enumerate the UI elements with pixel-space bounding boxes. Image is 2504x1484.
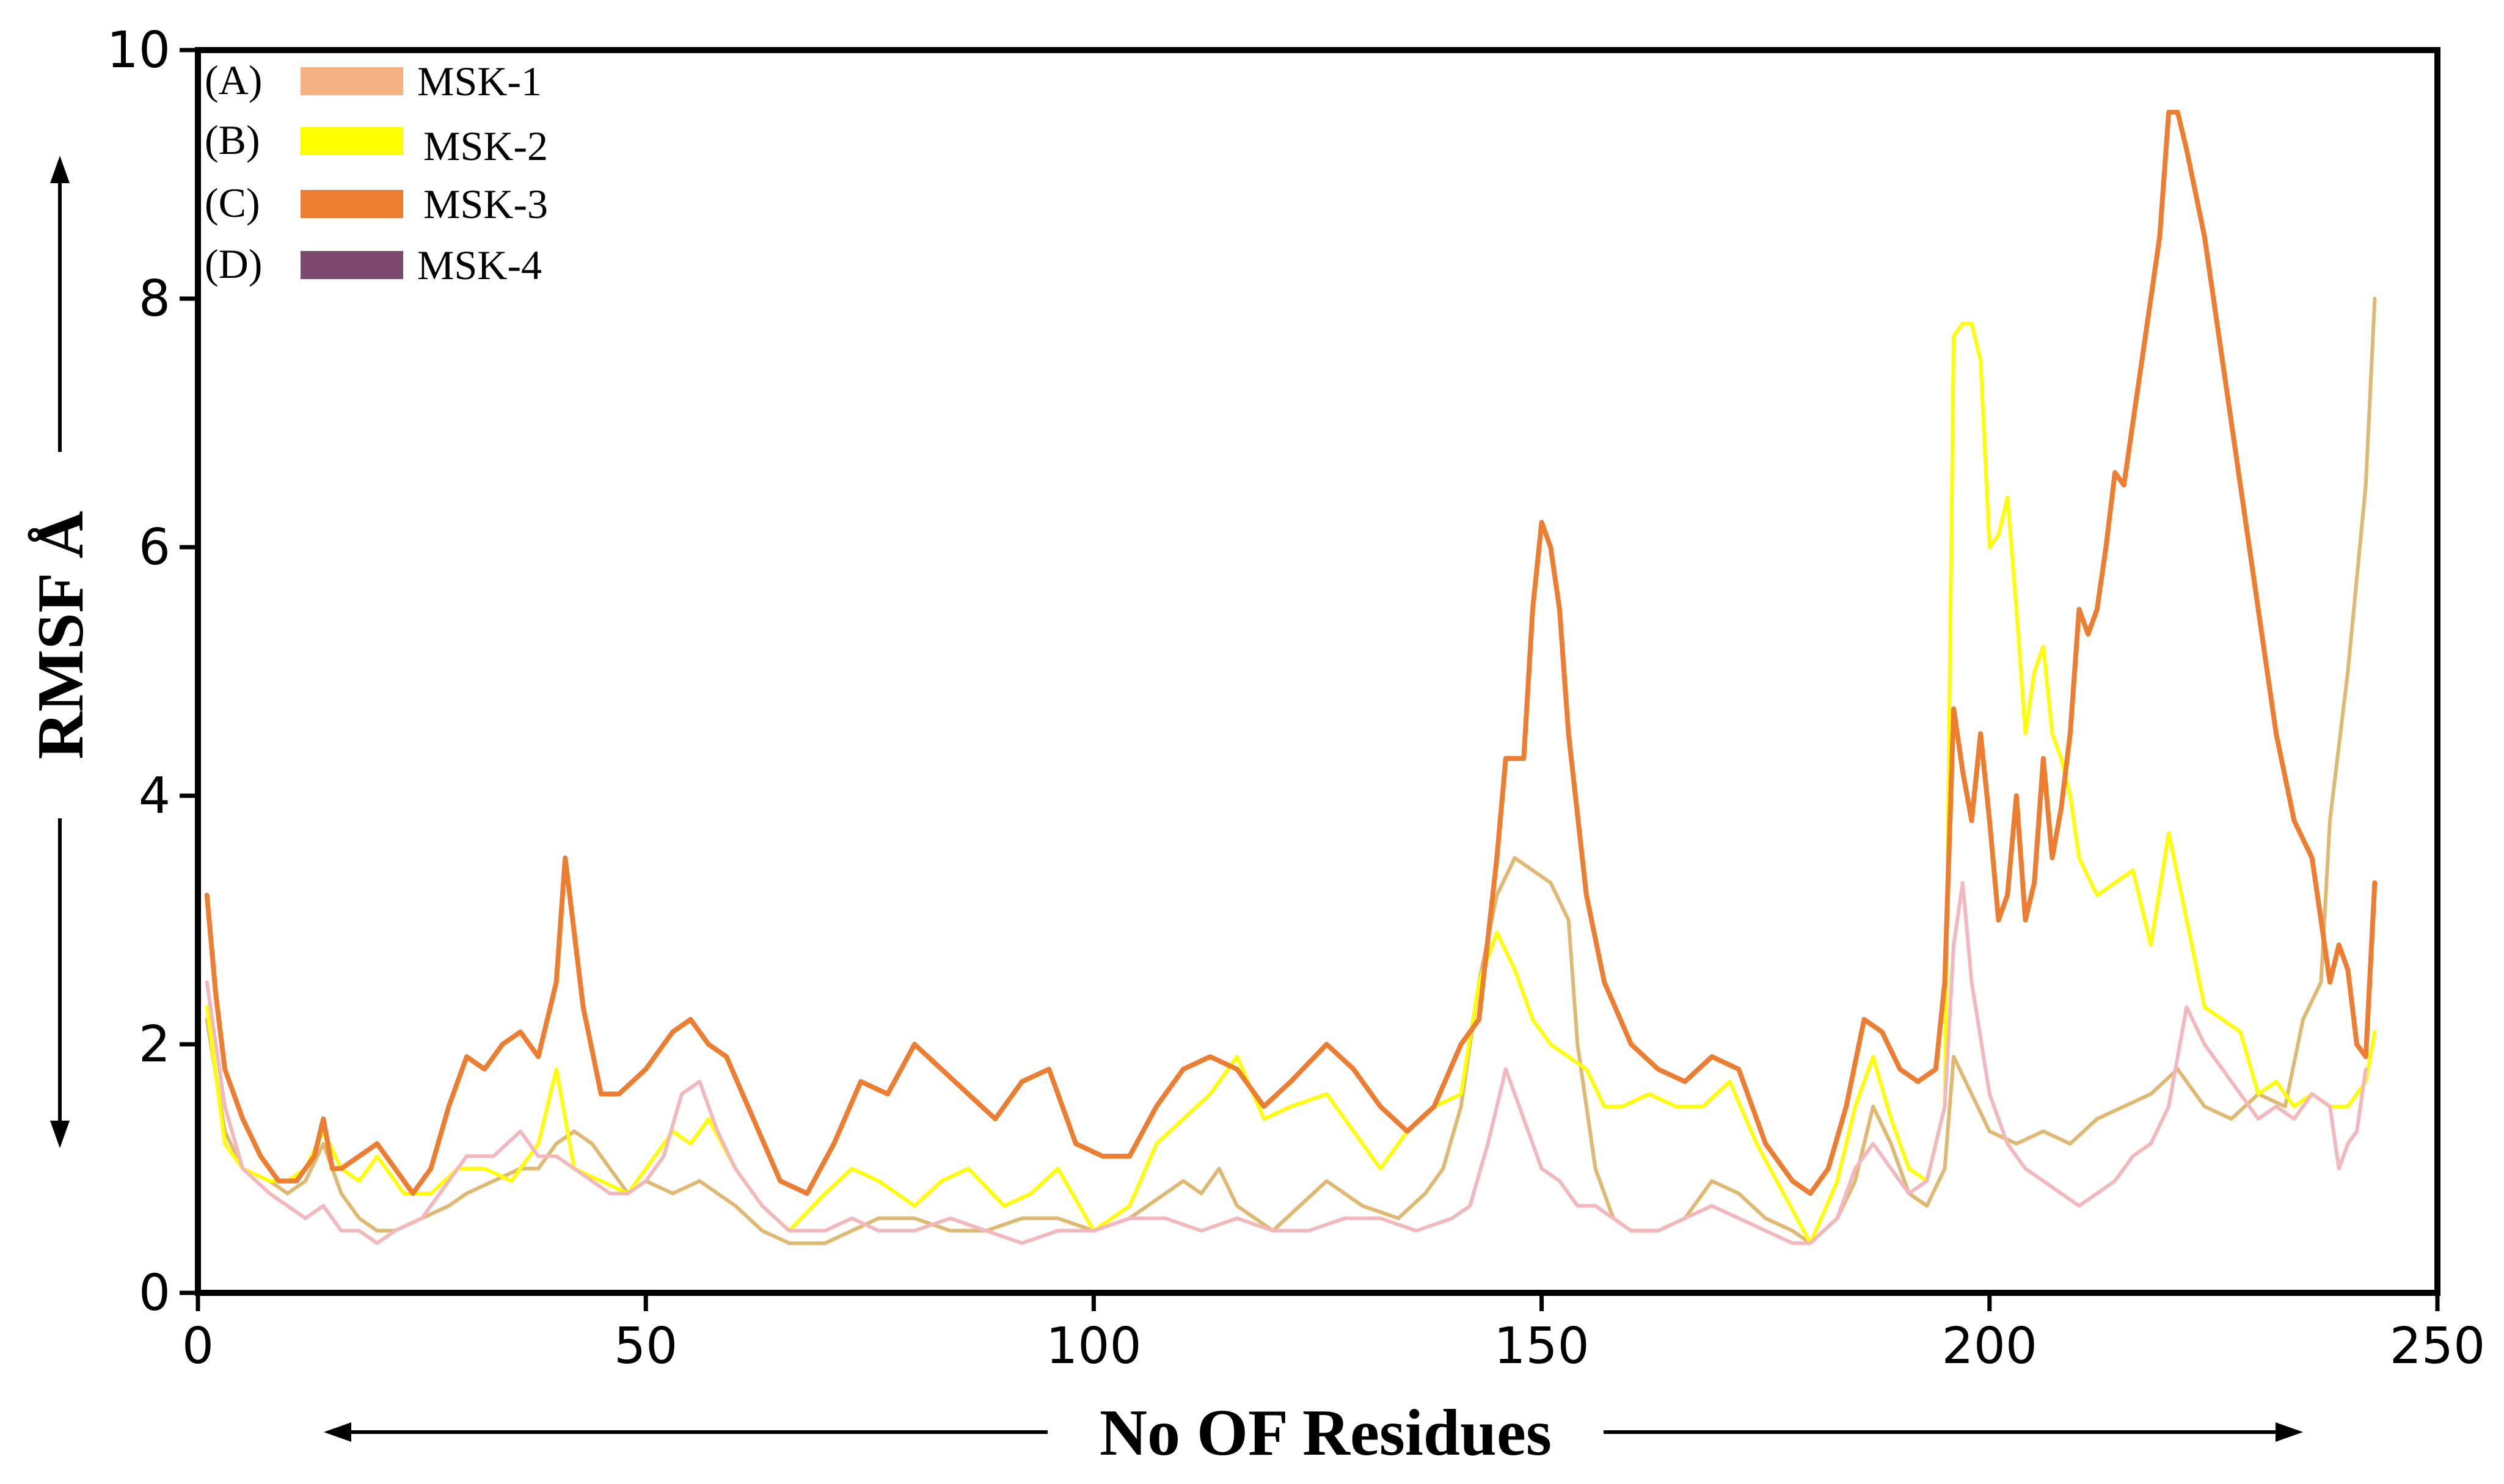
x-axis-title: No OF Residues [1100, 1397, 1552, 1469]
x-axis-title-group: No OF Residues [324, 1397, 2303, 1469]
y-tick-label: 0 [139, 1264, 170, 1322]
y-tick-label: 8 [139, 270, 170, 328]
legend-item-msk-2: (B) MSK-2 [205, 117, 548, 169]
legend-swatch [301, 251, 403, 279]
legend-item-msk-4: (D) MSK-4 [205, 241, 542, 288]
series-layer [204, 109, 2378, 1245]
legend: (A) MSK-1 (B) MSK-2 (C) MSK-3 (D) MSK-4 [205, 57, 548, 288]
x-tick-label: 100 [1046, 1317, 1142, 1375]
x-tick-label: 50 [614, 1317, 677, 1375]
x-axis-ticks: 0 50 100 150 200 250 [182, 1293, 2485, 1375]
legend-label: MSK-1 [417, 58, 542, 104]
legend-label: MSK-2 [423, 123, 548, 169]
legend-item-msk-1: (A) MSK-1 [205, 57, 542, 104]
x-tick-label: 250 [2390, 1317, 2486, 1375]
series-line-msk-4 [205, 881, 2368, 1245]
x-tick-label: 200 [1942, 1317, 2038, 1375]
x-axis-arrowhead-right [2276, 1422, 2303, 1442]
legend-label: MSK-3 [423, 181, 548, 227]
series-line-msk-3 [204, 109, 2378, 1196]
y-tick-label: 6 [139, 518, 170, 577]
legend-prefix: (C) [205, 180, 260, 226]
x-tick-label: 0 [182, 1317, 214, 1375]
legend-prefix: (D) [205, 241, 262, 287]
y-axis-ticks: 0 2 4 6 8 10 [107, 21, 198, 1322]
y-tick-label: 4 [139, 767, 170, 825]
legend-swatch [301, 67, 403, 95]
legend-item-msk-3: (C) MSK-3 [205, 180, 548, 227]
y-axis-title-group: RMSF Å [24, 156, 97, 1148]
x-tick-label: 150 [1494, 1317, 1590, 1375]
plot-frame [195, 47, 2440, 1296]
y-axis-arrowhead-up [50, 156, 70, 183]
y-axis-title: RMSF Å [24, 511, 97, 760]
legend-swatch [301, 190, 403, 218]
legend-label: MSK-4 [417, 242, 542, 288]
legend-swatch [301, 127, 403, 155]
y-tick-label: 10 [107, 21, 170, 79]
y-axis-arrowhead-down [50, 1121, 70, 1148]
series-line-msk-2 [205, 321, 2377, 1245]
legend-prefix: (B) [205, 117, 260, 163]
y-tick-label: 2 [139, 1016, 170, 1074]
x-axis-arrowhead-left [324, 1422, 351, 1442]
legend-prefix: (A) [205, 57, 262, 103]
series-line-msk-1 [205, 297, 2377, 1245]
